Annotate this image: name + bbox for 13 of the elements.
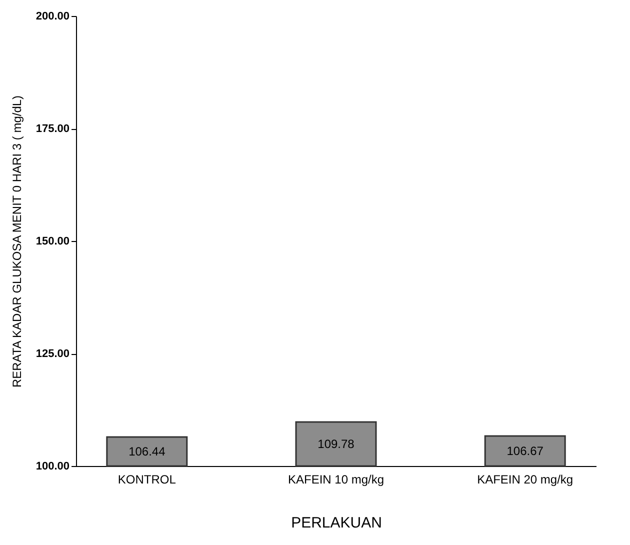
data-label: 109.78: [318, 436, 355, 451]
y-tick-label: 175.00: [36, 123, 70, 135]
y-tick-label: 125.00: [36, 348, 70, 360]
y-axis-title: RERATA KADAR GLUKOSA MENIT 0 HARI 3 ( mg/dL): [10, 95, 24, 388]
data-label: 106.67: [506, 444, 544, 458]
y-tick-label: 200.00: [36, 10, 70, 22]
x-tick-label: KAFEIN 20 mg/kg: [477, 472, 574, 486]
x-tick-label: KONTROL: [118, 472, 176, 486]
x-tick-label: KAFEIN 10 mg/kg: [288, 472, 384, 486]
data-label: 106.44: [128, 444, 166, 459]
x-axis-title: PERLAKUAN: [291, 514, 382, 532]
y-tick-label: 100.00: [36, 460, 70, 472]
y-tick-label: 150.00: [36, 236, 70, 248]
